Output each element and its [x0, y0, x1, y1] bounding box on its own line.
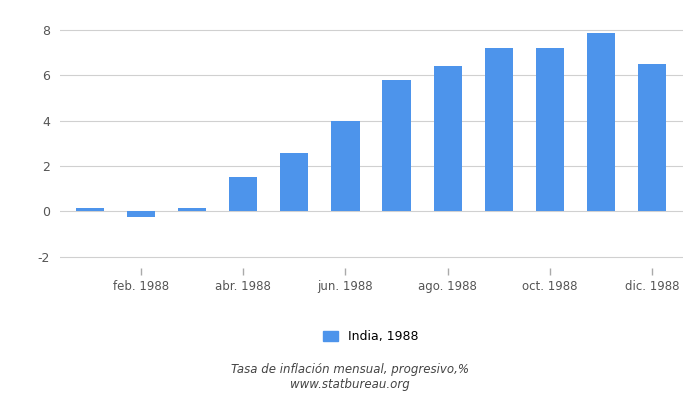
Legend: India, 1988: India, 1988 [323, 330, 419, 343]
Bar [638, 64, 666, 211]
Bar [230, 177, 258, 211]
Bar [281, 154, 309, 211]
Bar [331, 120, 360, 211]
Bar [127, 211, 155, 217]
Bar [433, 66, 461, 211]
Text: www.statbureau.org: www.statbureau.org [290, 378, 410, 391]
Bar [484, 48, 512, 211]
Bar [76, 208, 104, 211]
Bar [382, 80, 411, 211]
Text: Tasa de inflación mensual, progresivo,%: Tasa de inflación mensual, progresivo,% [231, 364, 469, 376]
Bar [536, 48, 564, 211]
Bar [178, 208, 206, 211]
Bar [587, 33, 615, 211]
